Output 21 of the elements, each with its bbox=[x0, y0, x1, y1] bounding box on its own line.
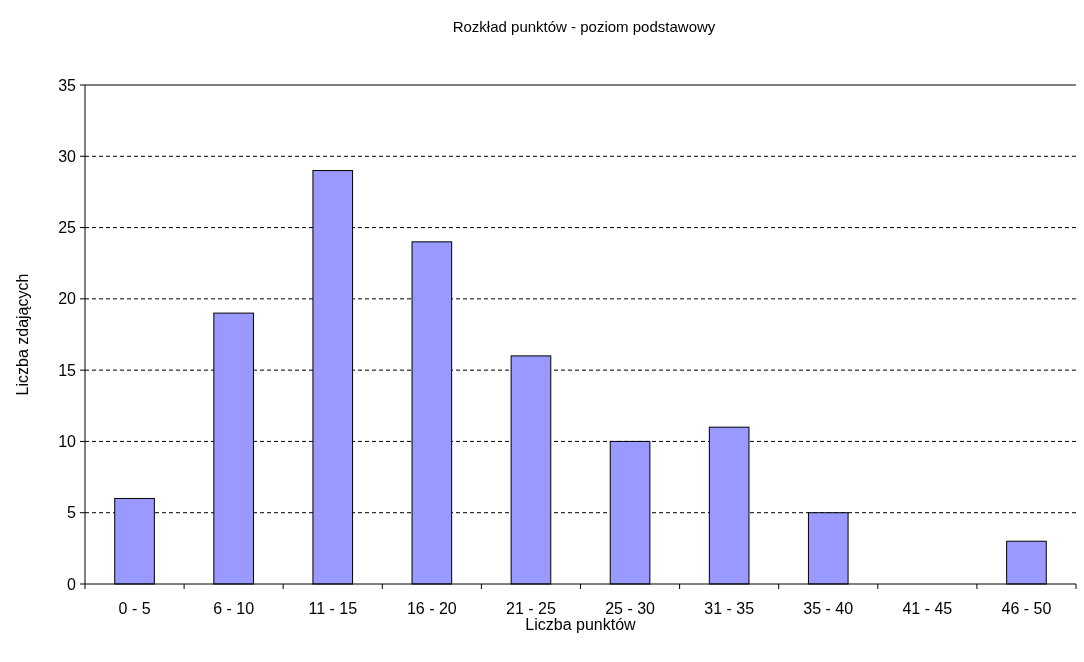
y-tick-label: 25 bbox=[58, 219, 77, 237]
x-tick-label: 6 - 10 bbox=[213, 600, 255, 617]
y-tick-label: 0 bbox=[67, 575, 77, 593]
x-tick-label: 31 - 35 bbox=[704, 600, 755, 617]
x-tick-label: 21 - 25 bbox=[506, 600, 556, 617]
y-axis-title: Liczba zdających bbox=[14, 273, 31, 396]
y-tick-label: 35 bbox=[58, 76, 77, 94]
y-tick-label: 15 bbox=[58, 361, 77, 379]
x-tick-label: 16 - 20 bbox=[406, 600, 457, 617]
chart-title: Rozkład punktów - poziom podstawowy bbox=[452, 18, 716, 35]
x-tick-label: 25 - 30 bbox=[605, 600, 656, 617]
x-tick-label: 41 - 45 bbox=[902, 600, 953, 617]
x-tick-label: 11 - 15 bbox=[308, 600, 358, 617]
x-tick-label: 0 - 5 bbox=[118, 600, 151, 617]
x-tick-label: 46 - 50 bbox=[1001, 600, 1052, 617]
y-tick-label: 5 bbox=[67, 504, 77, 522]
y-tick-label: 30 bbox=[58, 147, 77, 165]
y-tick-label: 10 bbox=[58, 433, 77, 451]
x-axis-title: Liczba punktów bbox=[525, 616, 637, 633]
y-tick-label: 20 bbox=[58, 290, 77, 308]
x-tick-label: 35 - 40 bbox=[803, 600, 854, 617]
